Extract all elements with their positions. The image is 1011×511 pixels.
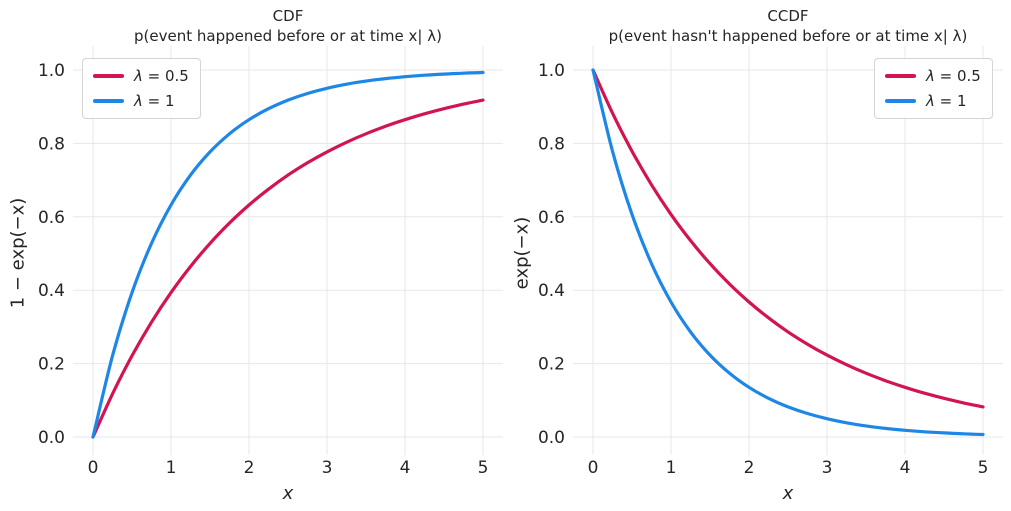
cdf-curve-0 xyxy=(91,98,485,439)
x-tick-label: 5 xyxy=(478,458,489,478)
ccdf-curve-0 xyxy=(591,68,985,409)
legend-line-swatch xyxy=(885,74,916,78)
cdf-legend-item-lambda-0.5: λ = 0.5 xyxy=(93,67,189,85)
x-tick-label: 5 xyxy=(978,458,989,478)
cdf-legend: λ = 0.5 λ = 1 xyxy=(82,58,201,119)
cdf-y-axis-label: 1 − exp(−x) xyxy=(7,197,29,309)
cdf-title-block: CDF p(event happened before or at time x… xyxy=(73,6,503,46)
legend-line-swatch xyxy=(93,74,124,78)
y-tick-label: 0.8 xyxy=(538,134,565,154)
ccdf-curve-1 xyxy=(591,68,985,437)
legend-label: λ = 0.5 xyxy=(926,67,981,85)
legend-line-swatch xyxy=(885,99,916,103)
ccdf-title: CCDF xyxy=(767,7,809,25)
y-tick-label: 0.6 xyxy=(538,208,565,228)
cdf-legend-item-lambda-1: λ = 1 xyxy=(93,92,189,110)
cdf-x-axis-label: x xyxy=(282,483,294,504)
x-tick-label: 0 xyxy=(588,458,599,478)
y-tick-label: 0.4 xyxy=(538,281,565,301)
cdf-plot-area: 0 1 2 3 4 5 0.0 0.2 0.4 0.6 0.8 1.0 xyxy=(38,46,503,478)
ccdf-legend-item-lambda-1: λ = 1 xyxy=(885,92,981,110)
x-tick-label: 4 xyxy=(900,458,911,478)
legend-label: λ = 1 xyxy=(926,92,967,110)
cdf-subtitle: p(event happened before or at time x| λ) xyxy=(134,27,442,45)
y-tick-label: 0.8 xyxy=(38,134,65,154)
legend-label: λ = 1 xyxy=(134,92,175,110)
cdf-title: CDF xyxy=(272,7,304,25)
y-tick-label: 1.0 xyxy=(38,61,65,81)
x-tick-label: 1 xyxy=(166,458,177,478)
ccdf-x-axis-label: x xyxy=(782,483,794,504)
ccdf-legend-item-lambda-0.5: λ = 0.5 xyxy=(885,67,981,85)
y-tick-label: 0.2 xyxy=(38,355,65,375)
x-tick-label: 1 xyxy=(666,458,677,478)
x-tick-label: 0 xyxy=(88,458,99,478)
cdf-curve-1 xyxy=(91,70,485,439)
ccdf-legend: λ = 0.5 λ = 1 xyxy=(874,58,993,119)
y-tick-label: 0.0 xyxy=(38,428,65,448)
x-tick-label: 2 xyxy=(744,458,755,478)
x-tick-label: 3 xyxy=(322,458,333,478)
ccdf-plot-area: 0 1 2 3 4 5 0.0 0.2 0.4 0.6 0.8 1.0 xyxy=(538,46,1003,478)
ccdf-title-block: CCDF p(event hasn't happened before or a… xyxy=(573,6,1003,46)
ccdf-y-axis-label: exp(−x) xyxy=(511,216,533,290)
legend-line-swatch xyxy=(93,99,124,103)
x-tick-label: 2 xyxy=(244,458,255,478)
y-tick-label: 0.2 xyxy=(538,355,565,375)
x-tick-label: 4 xyxy=(400,458,411,478)
ccdf-subtitle: p(event hasn't happened before or at tim… xyxy=(608,27,968,45)
y-tick-label: 0.6 xyxy=(38,208,65,228)
y-tick-label: 1.0 xyxy=(538,61,565,81)
legend-label: λ = 0.5 xyxy=(134,67,189,85)
y-tick-label: 0.4 xyxy=(38,281,65,301)
y-tick-label: 0.0 xyxy=(538,428,565,448)
x-tick-label: 3 xyxy=(822,458,833,478)
